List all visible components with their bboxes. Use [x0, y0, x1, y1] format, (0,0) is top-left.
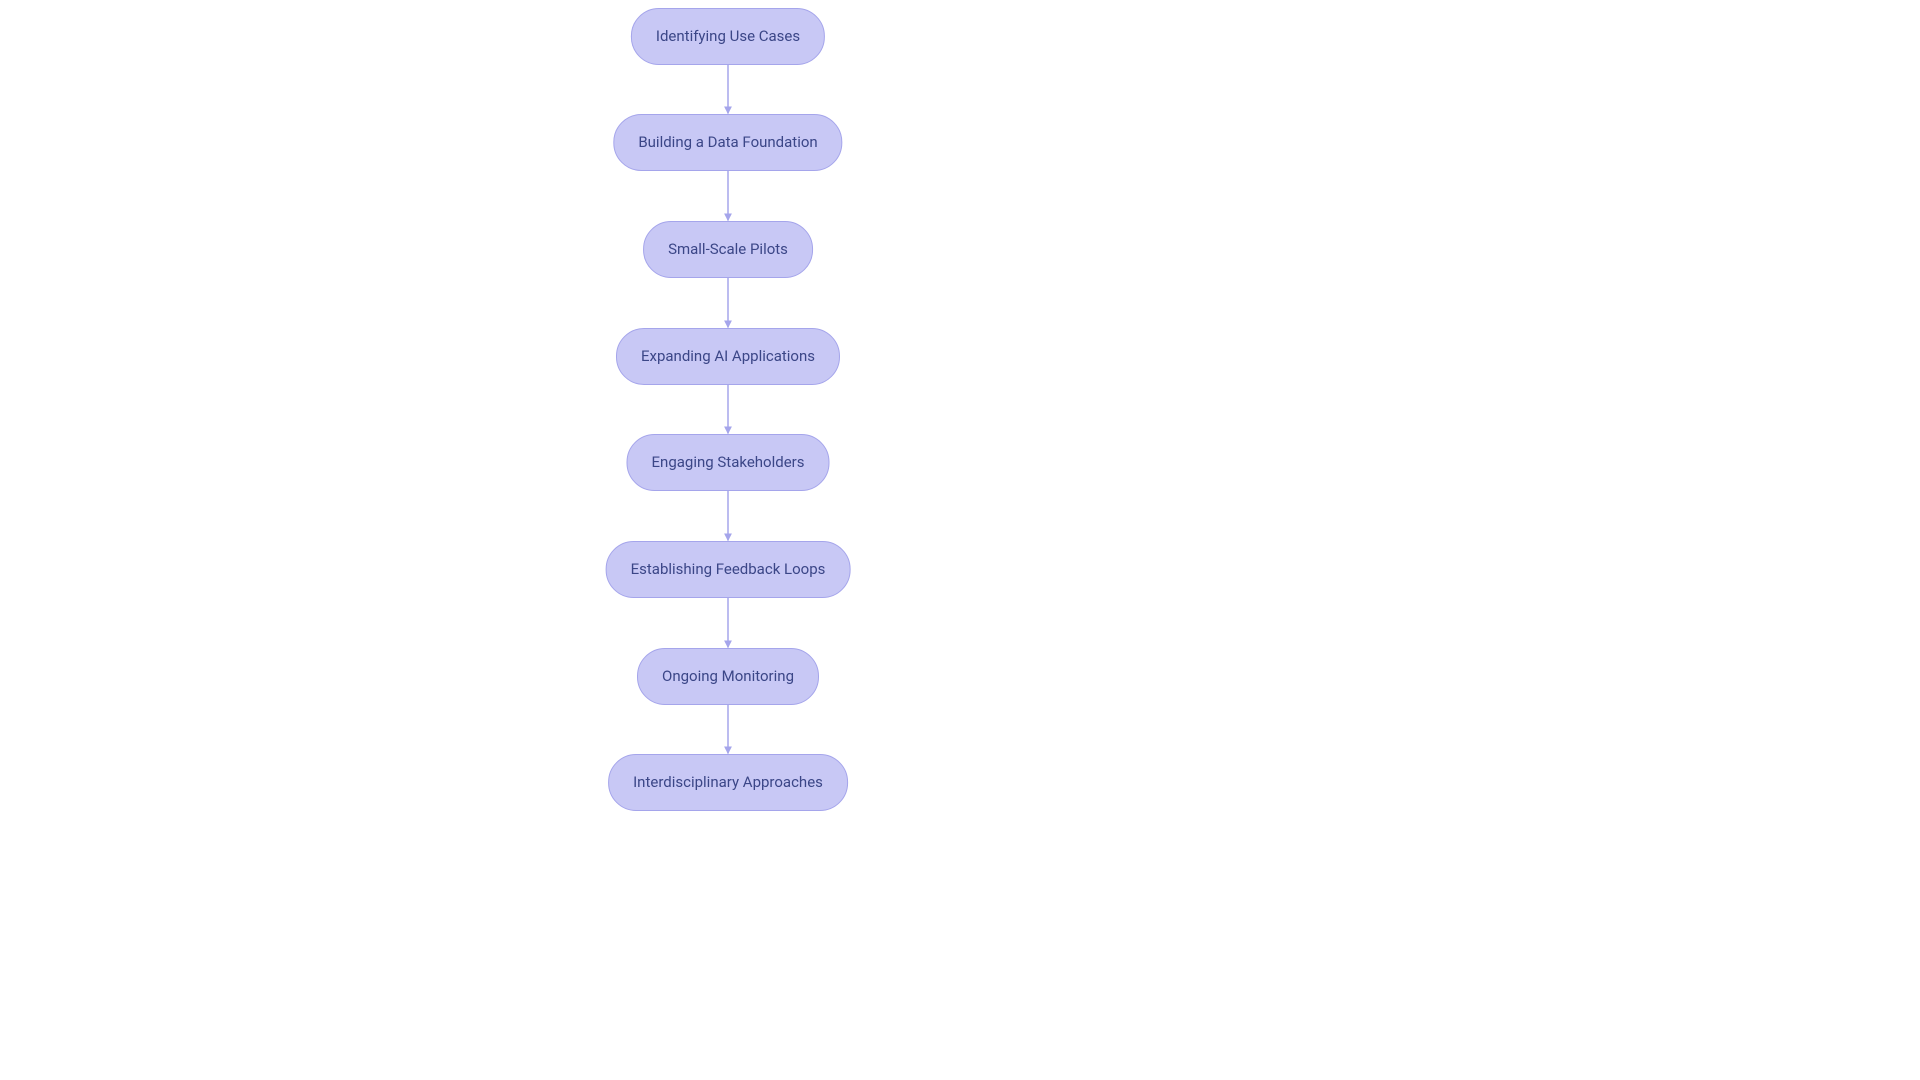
flowchart-node: Interdisciplinary Approaches: [608, 754, 848, 811]
flowchart-node: Ongoing Monitoring: [637, 648, 819, 705]
flowchart-canvas: Identifying Use Cases Building a Data Fou…: [0, 0, 1920, 1080]
flowchart-node: Establishing Feedback Loops: [606, 541, 851, 598]
flowchart-node: Identifying Use Cases: [631, 8, 825, 65]
flowchart-node: Expanding AI Applications: [616, 328, 840, 385]
flowchart-edges: [0, 0, 1920, 1080]
flowchart-node: Engaging Stakeholders: [627, 434, 830, 491]
flowchart-node: Building a Data Foundation: [613, 114, 842, 171]
flowchart-node: Small-Scale Pilots: [643, 221, 813, 278]
